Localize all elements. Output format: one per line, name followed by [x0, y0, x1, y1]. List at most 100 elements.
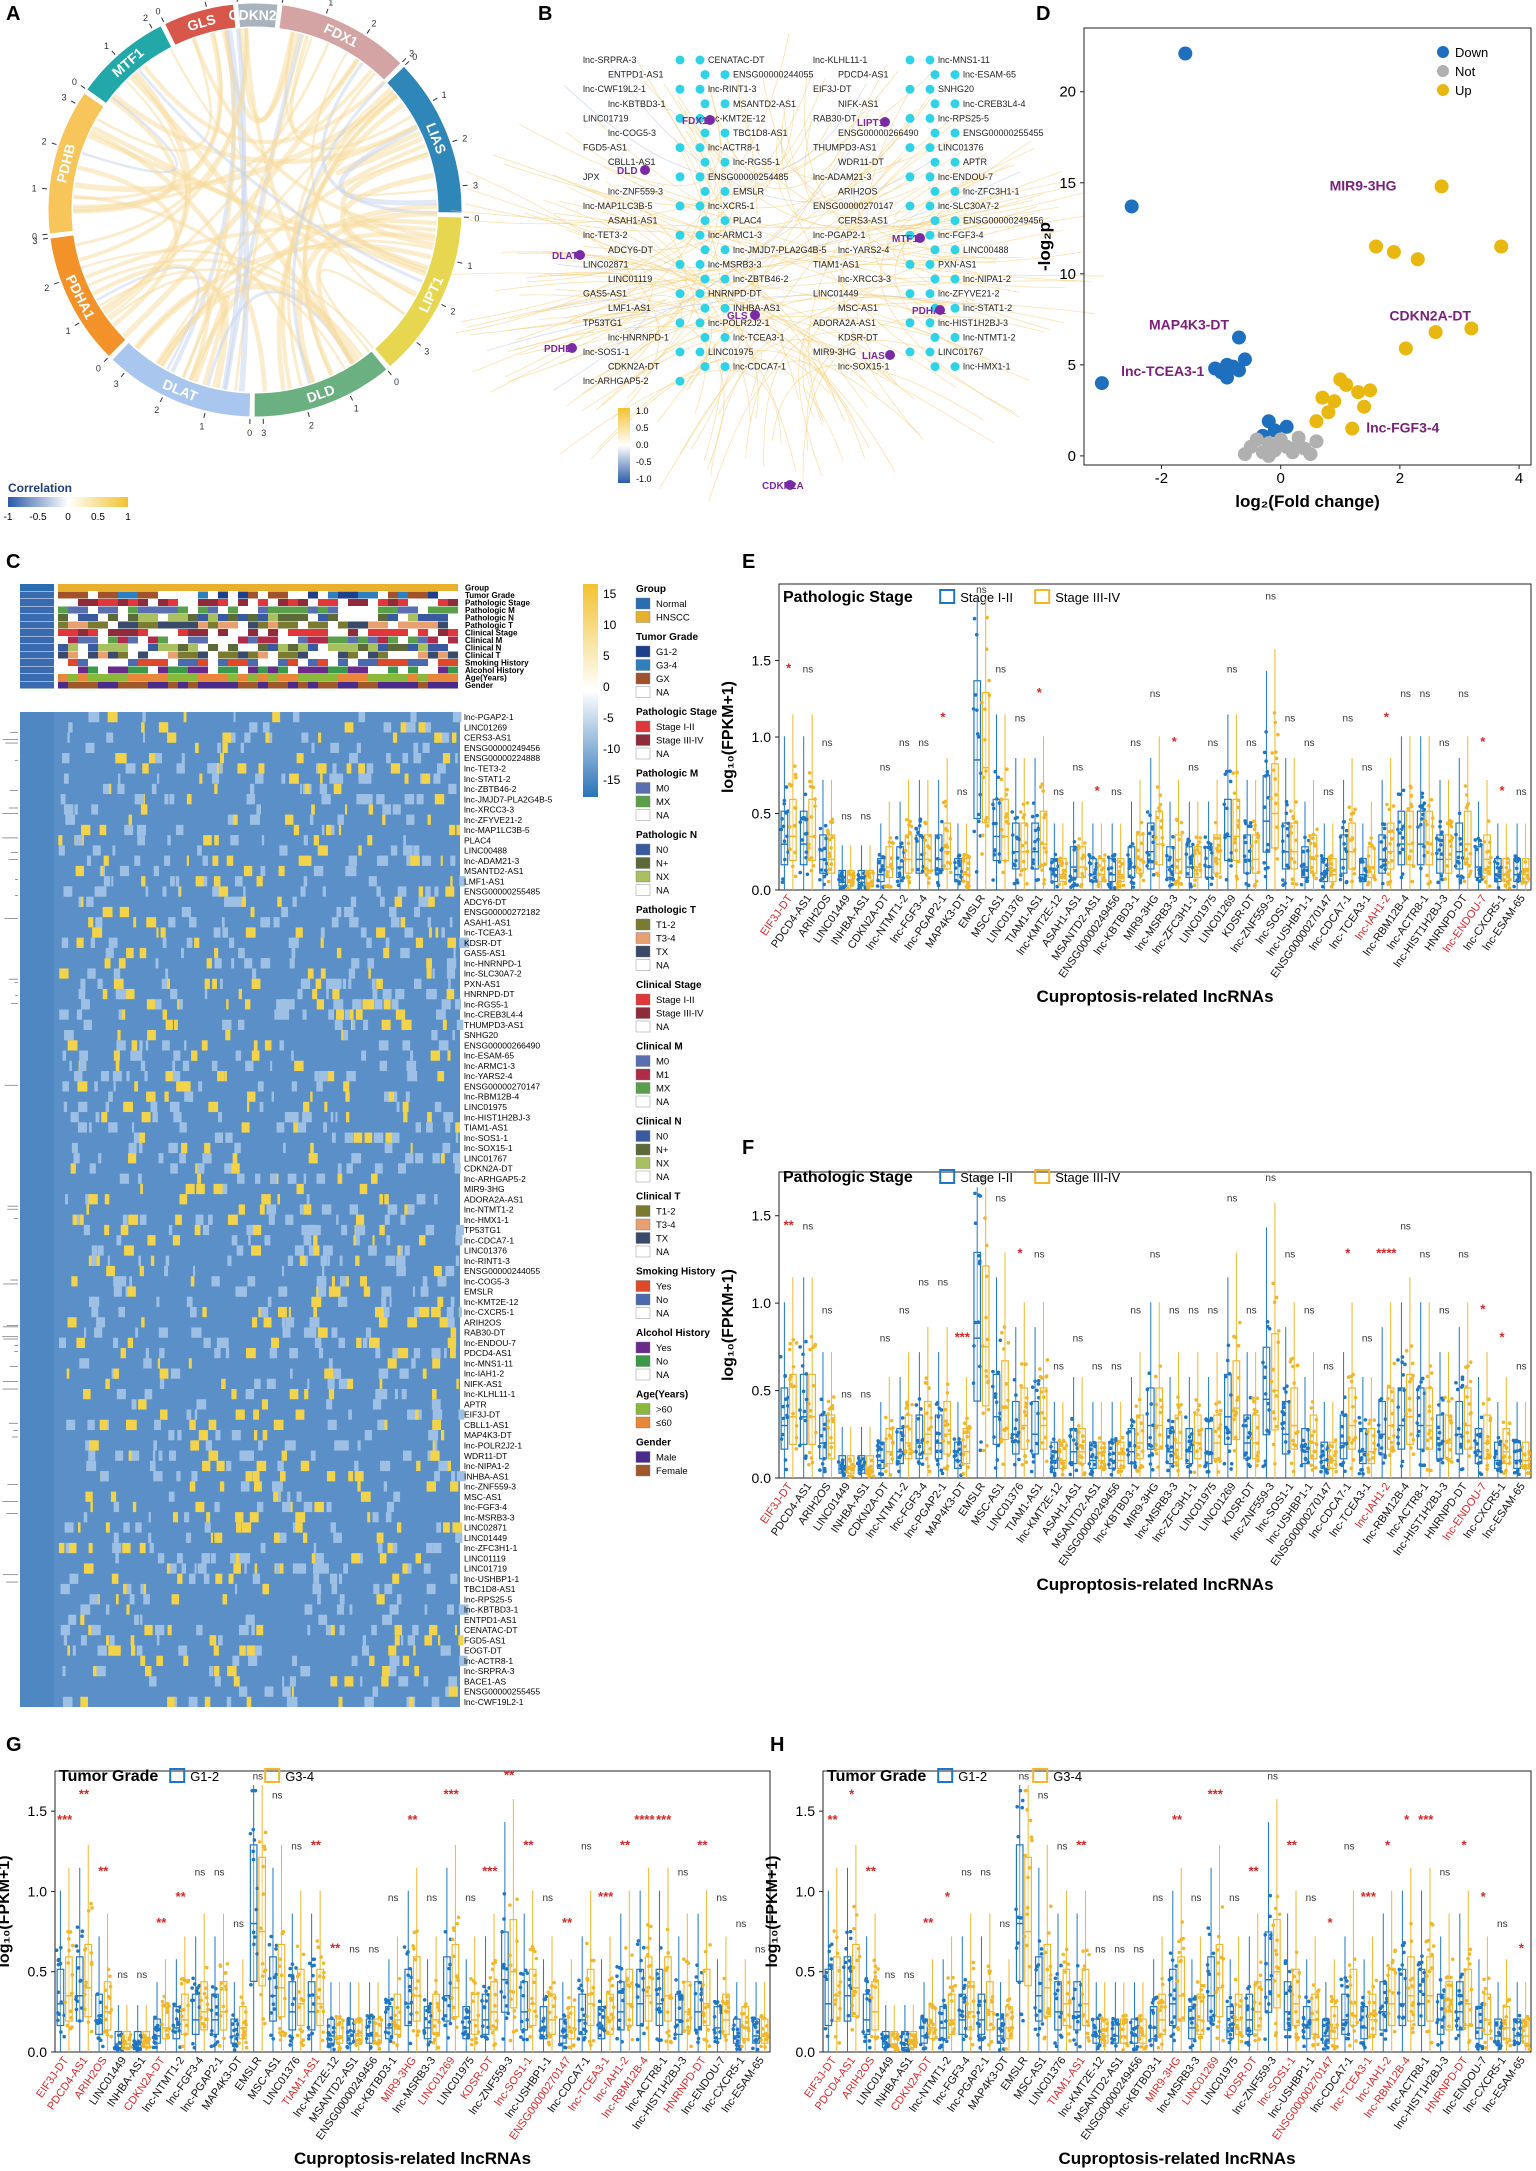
box-jitter-point [1398, 792, 1403, 797]
annotation-cell [268, 659, 278, 666]
box-jitter-point [863, 885, 868, 890]
heatmap-cell [437, 1296, 444, 1307]
network-edge [610, 63, 936, 203]
annotation-cell [258, 599, 268, 606]
annotation-cell [408, 621, 418, 629]
heatmap-cell [320, 1255, 325, 1266]
box-jitter-point [876, 1439, 880, 1443]
annotation-cell [318, 606, 328, 614]
legend-swatch [635, 1157, 651, 1169]
box-jitter-point [1003, 815, 1008, 819]
annotation-cell [148, 666, 158, 674]
box-jitter-point [1117, 860, 1122, 864]
annotation-label-smoking-history: Smoking History [465, 659, 529, 668]
network-node-ensg00000270147 [905, 201, 915, 211]
heatmap-row-label: lnc-TET3-2 [464, 763, 506, 773]
heatmap-row-label: LINC01119 [464, 1553, 506, 1563]
box-jitter-point [1102, 858, 1106, 863]
heatmap-cell [383, 1481, 388, 1492]
box-jitter-point [1061, 1438, 1066, 1443]
network-edge [556, 289, 831, 395]
network-edge [469, 67, 938, 225]
heatmap-cell [378, 1368, 389, 1379]
heatmap-row-label: TP53TG1 [464, 1225, 501, 1235]
box-jitter-point [851, 880, 855, 885]
heatmap-cell [434, 732, 445, 743]
legend-swatch [635, 809, 651, 821]
box-jitter-point [1158, 1410, 1163, 1415]
box-jitter-point [1483, 880, 1488, 884]
annotation-cell [408, 636, 418, 644]
annotation-cell [158, 659, 168, 666]
heatmap-cell [96, 1255, 100, 1266]
heatmap-cell [339, 1624, 345, 1636]
sector-tick-label: 2 [143, 13, 148, 23]
heatmap-cell [320, 937, 324, 948]
legend-item-label: TX [656, 947, 669, 958]
box-jitter-point [941, 1439, 946, 1443]
heatmap-cell [139, 1040, 143, 1051]
annotation-cell [328, 651, 338, 659]
box-jitter-point [823, 823, 828, 828]
annotation-cell [148, 629, 158, 636]
heatmap-cell [330, 1676, 338, 1687]
box-jitter-point [908, 819, 913, 824]
box-jitter-point [1089, 878, 1094, 883]
heatmap-cell [373, 1583, 380, 1595]
heatmap-cell [339, 1440, 349, 1451]
box-jitter-point [865, 1471, 870, 1476]
box-jitter-point [1024, 1401, 1029, 1406]
heatmap-cell [214, 783, 218, 795]
correlation-legend-title: Correlation [8, 481, 72, 495]
box-jitter-point [790, 864, 795, 869]
heatmap-cell [219, 978, 223, 989]
legend-label-stage-i-ii: Stage I-II [960, 590, 1013, 605]
heatmap-cell [410, 855, 420, 866]
heatmap-cell [63, 804, 74, 815]
network-node-label-linc00488: LINC00488 [963, 245, 1009, 255]
annotation-cell [318, 614, 328, 621]
box-jitter-point [1198, 868, 1203, 873]
network-node-rab30-dt [905, 113, 915, 123]
heatmap-row-label: ENSG00000272182 [464, 907, 540, 917]
heatmap-row-label: lnc-ADAM21-3 [464, 856, 520, 866]
heatmap-cell [236, 1142, 241, 1154]
legend-swatch [635, 1143, 651, 1156]
box-jitter-point [1383, 862, 1388, 867]
heatmap-cell [318, 732, 322, 743]
legend-swatch [635, 1245, 651, 1258]
box-jitter-point [1225, 806, 1229, 811]
significance-label: ns [1188, 763, 1199, 774]
heatmap-cell [390, 917, 400, 928]
sector-tick [70, 100, 76, 104]
legend-item-label: N+ [656, 1145, 669, 1156]
heatmap-cell [97, 1645, 107, 1656]
box-jitter-point [1158, 802, 1163, 807]
box-jitter-point [910, 1450, 914, 1454]
heatmap-cell [389, 1655, 400, 1666]
significance-label: ns [899, 1306, 910, 1317]
heatmap-row-label: MAP4K3-DT [464, 1430, 512, 1440]
box-jitter-point [856, 873, 861, 877]
annotation-cell [268, 666, 278, 674]
annotation-cell [278, 614, 288, 621]
annotation-cell [408, 606, 418, 614]
box-jitter-point [1175, 818, 1179, 823]
legend-section-title-pathologic-t: Pathologic T [636, 905, 696, 916]
sector-tick-label: 2 [371, 19, 376, 29]
box-jitter-point [837, 877, 841, 882]
heatmap-cell [439, 1317, 448, 1328]
annotation-cell [138, 606, 148, 614]
heatmap-cell [321, 1265, 325, 1277]
network-edge [771, 364, 985, 442]
box-jitter-point [1127, 866, 1131, 871]
heatmap-cell [75, 865, 84, 877]
box-jitter-point [875, 1454, 880, 1458]
annotation-cell [208, 681, 218, 689]
box-jitter-point [993, 1395, 998, 1399]
box-jitter-point [1021, 802, 1026, 807]
heatmap-cell [450, 1327, 457, 1338]
box-jitter-point [956, 859, 961, 863]
annotation-label-clinical-n: Clinical N [465, 644, 502, 653]
